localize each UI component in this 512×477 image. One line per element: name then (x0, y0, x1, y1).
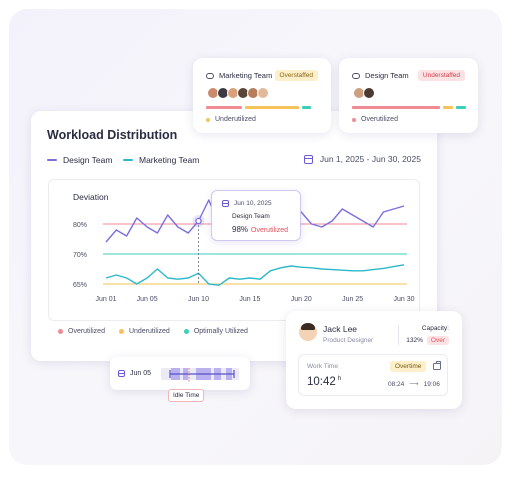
idle-date: Jun 05 (118, 370, 151, 377)
team-status-text: Overutilized (361, 116, 398, 123)
calendar-icon (222, 200, 229, 207)
work-time-box: Work Time 10:42 h Overtime 08:24 ⟶ 19:06 (298, 354, 448, 396)
legend-label: Optimally Utilized (193, 328, 248, 335)
y-tick-label: 70% (73, 252, 87, 259)
team-icon (352, 72, 360, 79)
team-icon (206, 72, 214, 79)
employee-role: Product Designer (323, 337, 374, 344)
avatar (299, 323, 317, 341)
utilization-bar (206, 106, 314, 109)
arrow-right-icon: ⟶ (409, 381, 419, 388)
status-dot-icon (206, 117, 210, 122)
end-time: 19:06 (423, 380, 440, 388)
y-tick-label: 65% (73, 282, 87, 289)
team-status: Underutilized (206, 116, 256, 123)
x-tick-label: Jun 01 (95, 296, 116, 303)
date-range-text: Jun 1, 2025 - Jun 30, 2025 (319, 154, 421, 164)
tooltip-date-text: Jun 10, 2025 (234, 200, 272, 207)
team-card-marketing[interactable]: Marketing Team Overstaffed Underutilized (193, 58, 331, 133)
staffing-badge: Understaffed (417, 70, 465, 81)
legend-marketing-team[interactable]: Marketing Team (123, 155, 199, 165)
deviation-chart: Deviation 80% 70% 65% Jun 01 Jun 05 Jun 10 Jun … (73, 192, 415, 303)
legend-label: Overutilized (68, 328, 105, 335)
idle-time-label: Idle Time (168, 389, 205, 402)
legend-design-team[interactable]: Design Team (47, 155, 112, 165)
tooltip-percent: 98% (232, 225, 249, 234)
capacity-value: 132% Over (406, 336, 449, 345)
work-time-range: 08:24 ⟶ 19:06 (388, 380, 440, 389)
briefcase-icon (433, 361, 441, 370)
line-swatch-icon (47, 159, 57, 161)
staffing-badge: Overstaffed (274, 70, 318, 81)
x-tick-label: Jun 15 (239, 296, 260, 303)
work-unit: h (337, 376, 342, 383)
avatar (257, 87, 269, 99)
day-timeline[interactable] (161, 366, 239, 382)
divider (398, 325, 399, 345)
team-status-text: Underutilized (215, 116, 256, 123)
team-name: Design Team (365, 71, 409, 80)
overtime-badge: Overtime (390, 361, 427, 372)
x-tick-label: Jun 20 (291, 296, 312, 303)
highlight-point (195, 217, 202, 225)
work-time-value: 10:42 h (307, 376, 341, 388)
line-swatch-icon (123, 159, 133, 161)
legend-optimally-utilized: Optimally Utilized (183, 328, 248, 335)
utilization-bar (352, 106, 469, 109)
idle-timeline-card[interactable]: Jun 05 (110, 357, 250, 390)
tooltip-team: Design Team (232, 213, 270, 220)
status-dot-icon (118, 329, 124, 334)
legend-overutilized: Overutilized (58, 328, 105, 335)
status-dot-icon (352, 117, 356, 122)
capacity-badge: Over (426, 336, 449, 345)
team-name: Marketing Team (219, 71, 273, 80)
legend-label: Underutilized (128, 328, 170, 335)
team-card-title: Design Team (352, 71, 409, 80)
calendar-icon (303, 154, 313, 164)
x-tick-label: Jun 10 (188, 296, 209, 303)
avatar-group (353, 87, 375, 99)
y-tick-label: 80% (73, 222, 87, 229)
avatar (363, 87, 375, 99)
tooltip-status: Overutilized (251, 227, 288, 234)
x-tick-label: Jun 25 (342, 296, 363, 303)
tooltip-value: 98% Overutilized (232, 225, 288, 234)
start-time: 08:24 (388, 380, 405, 388)
capacity-label: Capacity: (421, 325, 449, 332)
chart-title: Deviation (73, 192, 109, 202)
status-legend: Overutilized Underutilized Optimally Uti… (58, 328, 262, 335)
employee-card[interactable]: Jack Lee Product Designer Capacity: 132%… (286, 311, 462, 409)
legend-underutilized: Underutilized (118, 328, 170, 335)
tooltip-date: Jun 10, 2025 (222, 200, 272, 207)
date-range-picker[interactable]: Jun 1, 2025 - Jun 30, 2025 (303, 154, 421, 164)
status-dot-icon (183, 329, 189, 334)
work-time-label: Work Time (307, 363, 338, 370)
legend-label: Marketing Team (139, 155, 200, 165)
status-dot-icon (58, 329, 63, 334)
x-tick-label: Jun 30 (393, 296, 414, 303)
series-line-marketing-team (105, 264, 405, 286)
work-hours: 10:42 (307, 376, 336, 388)
x-tick-label: Jun 05 (137, 296, 158, 303)
employee-name: Jack Lee (323, 324, 358, 334)
chart-tooltip: Jun 10, 2025 Design Team 98% Overutilized (211, 190, 301, 241)
legend-label: Design Team (63, 155, 113, 165)
team-status: Overutilized (352, 116, 398, 123)
idle-date-text: Jun 05 (130, 370, 152, 377)
team-card-title: Marketing Team (206, 71, 272, 80)
team-card-design[interactable]: Design Team Understaffed Overutilized (339, 58, 478, 133)
capacity-percent: 132% (406, 337, 423, 344)
avatar-group (207, 87, 269, 99)
calendar-icon (118, 370, 125, 377)
card-title: Workload Distribution (47, 128, 178, 142)
